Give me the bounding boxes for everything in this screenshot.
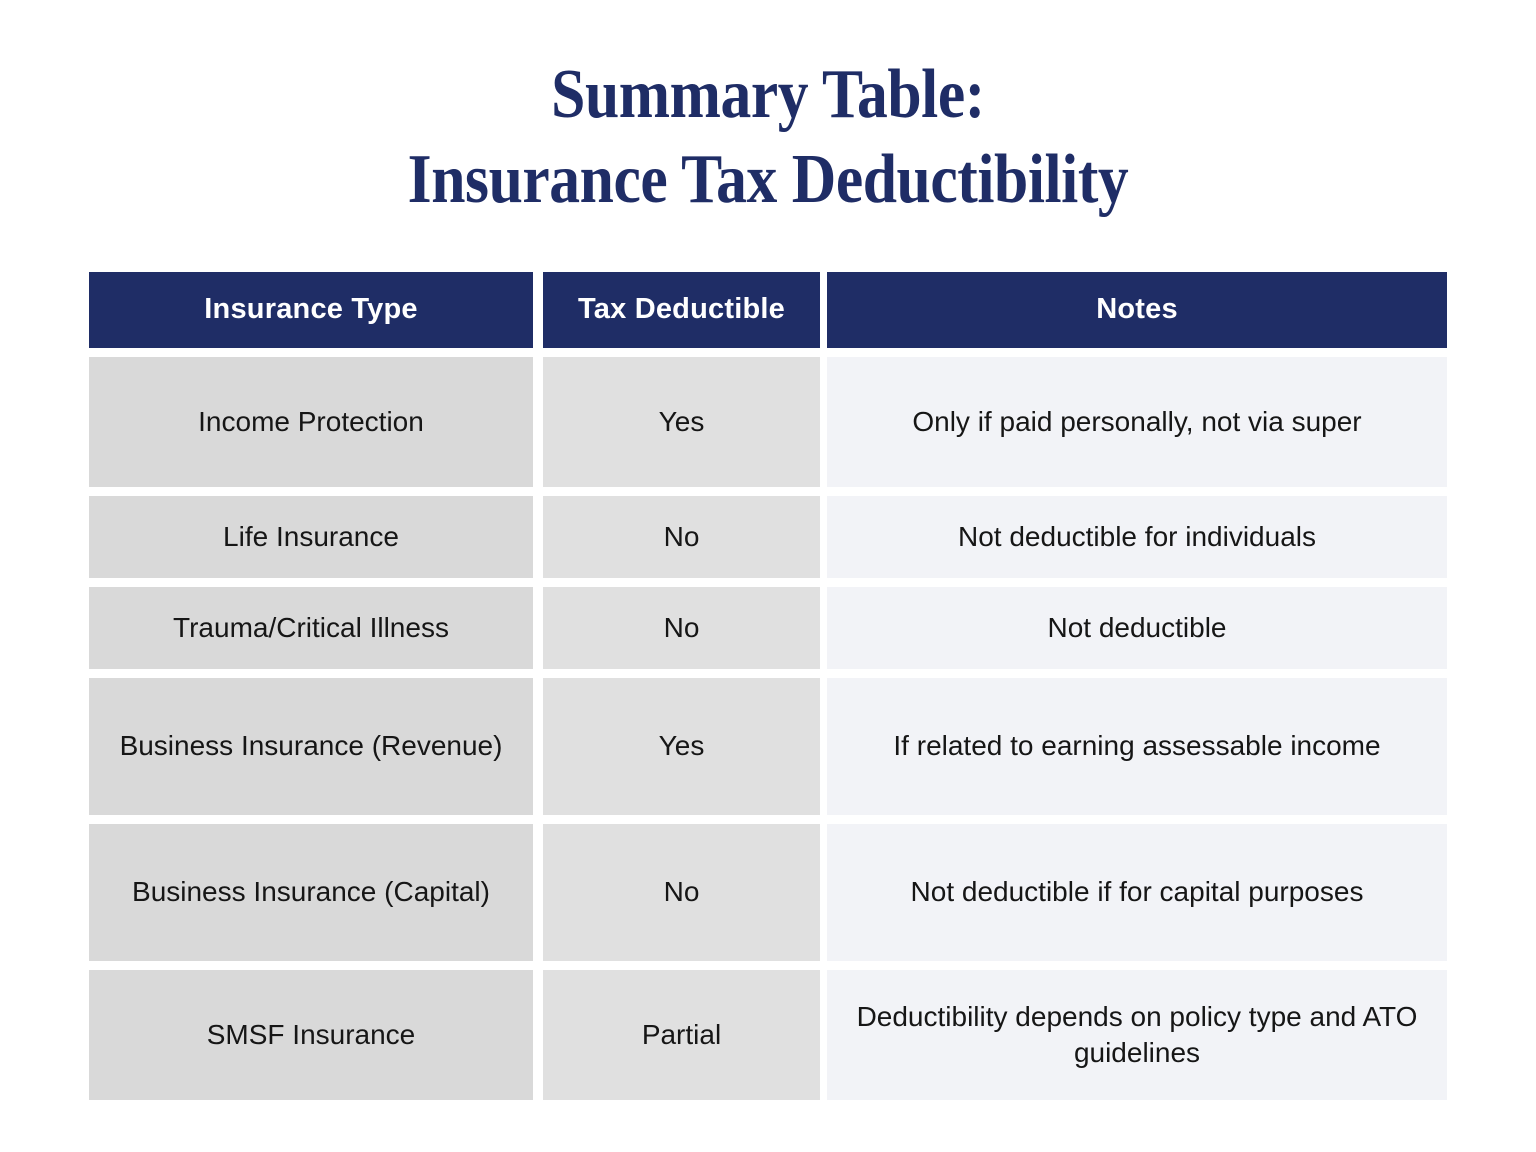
- table-row: SMSF Insurance Partial Deductibility dep…: [89, 970, 1447, 1100]
- cell-text: Yes: [658, 405, 705, 437]
- cell-tax-deductible: Partial: [543, 970, 820, 1100]
- cell-text: No: [663, 876, 700, 908]
- cell-notes: Not deductible if for capital purposes: [827, 824, 1447, 961]
- table-row: Business Insurance (Capital) No Not dedu…: [89, 824, 1447, 961]
- cell-notes: If related to earning assessable income: [827, 678, 1447, 815]
- cell-tax-deductible: Yes: [543, 678, 820, 815]
- cell-tax-deductible: No: [543, 496, 820, 578]
- cell-insurance-type: Business Insurance (Capital): [89, 824, 533, 961]
- column-header-insurance-type: Insurance Type: [89, 272, 533, 348]
- cell-text: No: [663, 520, 700, 552]
- cell-text: Only if paid personally, not via super: [912, 405, 1362, 437]
- table-header-row: Insurance Type Tax Deductible Notes: [89, 272, 1447, 348]
- cell-insurance-type: Life Insurance: [89, 496, 533, 578]
- table-row: Life Insurance No Not deductible for ind…: [89, 496, 1447, 578]
- column-header-tax-deductible: Tax Deductible: [543, 272, 820, 348]
- summary-table: Insurance Type Tax Deductible Notes Inco…: [89, 272, 1447, 1100]
- page-title-line-1: Summary Table:: [551, 56, 985, 133]
- cell-text: Deductibility depends on policy type and…: [856, 1000, 1418, 1068]
- cell-text: Not deductible: [1047, 611, 1227, 643]
- cell-text: Yes: [658, 730, 705, 762]
- cell-text: Business Insurance (Revenue): [119, 730, 503, 762]
- cell-text: Income Protection: [198, 405, 424, 437]
- cell-text: If related to earning assessable income: [893, 730, 1381, 762]
- table-row: Trauma/Critical Illness No Not deductibl…: [89, 587, 1447, 669]
- cell-tax-deductible: No: [543, 587, 820, 669]
- cell-tax-deductible: Yes: [543, 357, 820, 487]
- cell-insurance-type: SMSF Insurance: [89, 970, 533, 1100]
- cell-insurance-type: Income Protection: [89, 357, 533, 487]
- cell-insurance-type: Business Insurance (Revenue): [89, 678, 533, 815]
- cell-notes: Deductibility depends on policy type and…: [827, 970, 1447, 1100]
- cell-notes: Only if paid personally, not via super: [827, 357, 1447, 487]
- table-row: Business Insurance (Revenue) Yes If rela…: [89, 678, 1447, 815]
- cell-text: Trauma/Critical Illness: [173, 611, 449, 643]
- page-title-line-2: Insurance Tax Deductibility: [407, 141, 1129, 219]
- column-header-label: Insurance Type: [204, 293, 418, 326]
- column-header-label: Tax Deductible: [578, 293, 785, 326]
- cell-text: Partial: [641, 1018, 722, 1050]
- cell-text: Business Insurance (Capital): [132, 876, 490, 908]
- cell-text: Not deductible if for capital purposes: [910, 876, 1364, 908]
- table-row: Income Protection Yes Only if paid perso…: [89, 357, 1447, 487]
- page-title: Summary Table: Insurance Tax Deductibili…: [92, 52, 1444, 223]
- cell-text: SMSF Insurance: [206, 1018, 416, 1050]
- column-header-notes: Notes: [827, 272, 1447, 348]
- cell-notes: Not deductible for individuals: [827, 496, 1447, 578]
- cell-text: Life Insurance: [223, 520, 399, 552]
- column-header-label: Notes: [1096, 293, 1178, 326]
- cell-text: Not deductible for individuals: [958, 520, 1316, 552]
- cell-insurance-type: Trauma/Critical Illness: [89, 587, 533, 669]
- cell-tax-deductible: No: [543, 824, 820, 961]
- cell-notes: Not deductible: [827, 587, 1447, 669]
- cell-text: No: [663, 611, 700, 643]
